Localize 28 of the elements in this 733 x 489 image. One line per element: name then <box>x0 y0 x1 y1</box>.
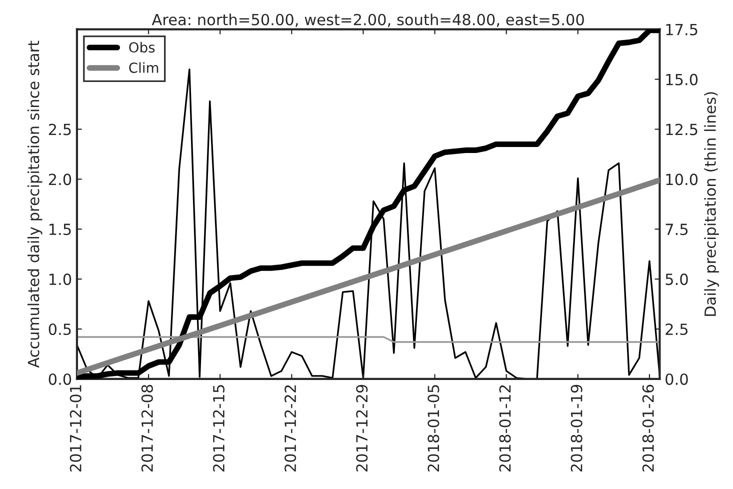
y2-tick-label: 2.5 <box>666 323 688 336</box>
x-tick-label: 2017-12-29 <box>356 384 368 472</box>
x-tick-label: 2018-01-19 <box>570 384 582 472</box>
y2-tick-label: 10.0 <box>666 174 698 186</box>
y2-tick-label: 12.5 <box>666 124 698 136</box>
y2-tick-label: 15.0 <box>666 74 698 86</box>
y2-tick-label: 5.0 <box>666 274 688 286</box>
y-tick-label: 1.5 <box>49 224 71 236</box>
y-tick-label: 0.0 <box>48 373 72 385</box>
x-tick-label: 2017-12-22 <box>284 385 296 472</box>
y-tick-label: 1.0 <box>49 274 72 286</box>
x-tick-label: 2017-12-01 <box>70 385 82 472</box>
y2-tick-label: 0.0 <box>666 373 688 385</box>
chart-title: Area: north=50.00, west=2.00, south=48.00, east=5.00 <box>152 14 584 27</box>
x-tick-label: 2017-12-15 <box>212 385 225 472</box>
legend-label: Obs <box>129 42 155 53</box>
y-tick-label: 2.0 <box>48 174 72 186</box>
y-tick-label: 0.5 <box>48 323 71 336</box>
y2-tick-label: 7.5 <box>666 224 688 236</box>
x-tick-label: 2018-01-12 <box>499 385 511 472</box>
y2-axis-title: Daily precipitation (thin lines) <box>704 92 719 316</box>
x-tick-label: 2018-01-26 <box>642 384 654 472</box>
y2-tick-label: 17.5 <box>666 24 698 36</box>
y-axis-title: Accumulated daily precipitation since start <box>27 40 42 368</box>
legend-label: Clim <box>129 62 158 73</box>
y-tick-label: 2.5 <box>48 124 71 136</box>
x-tick-label: 2017-12-08 <box>141 384 153 472</box>
x-tick-label: 2018-01-05 <box>428 385 440 472</box>
